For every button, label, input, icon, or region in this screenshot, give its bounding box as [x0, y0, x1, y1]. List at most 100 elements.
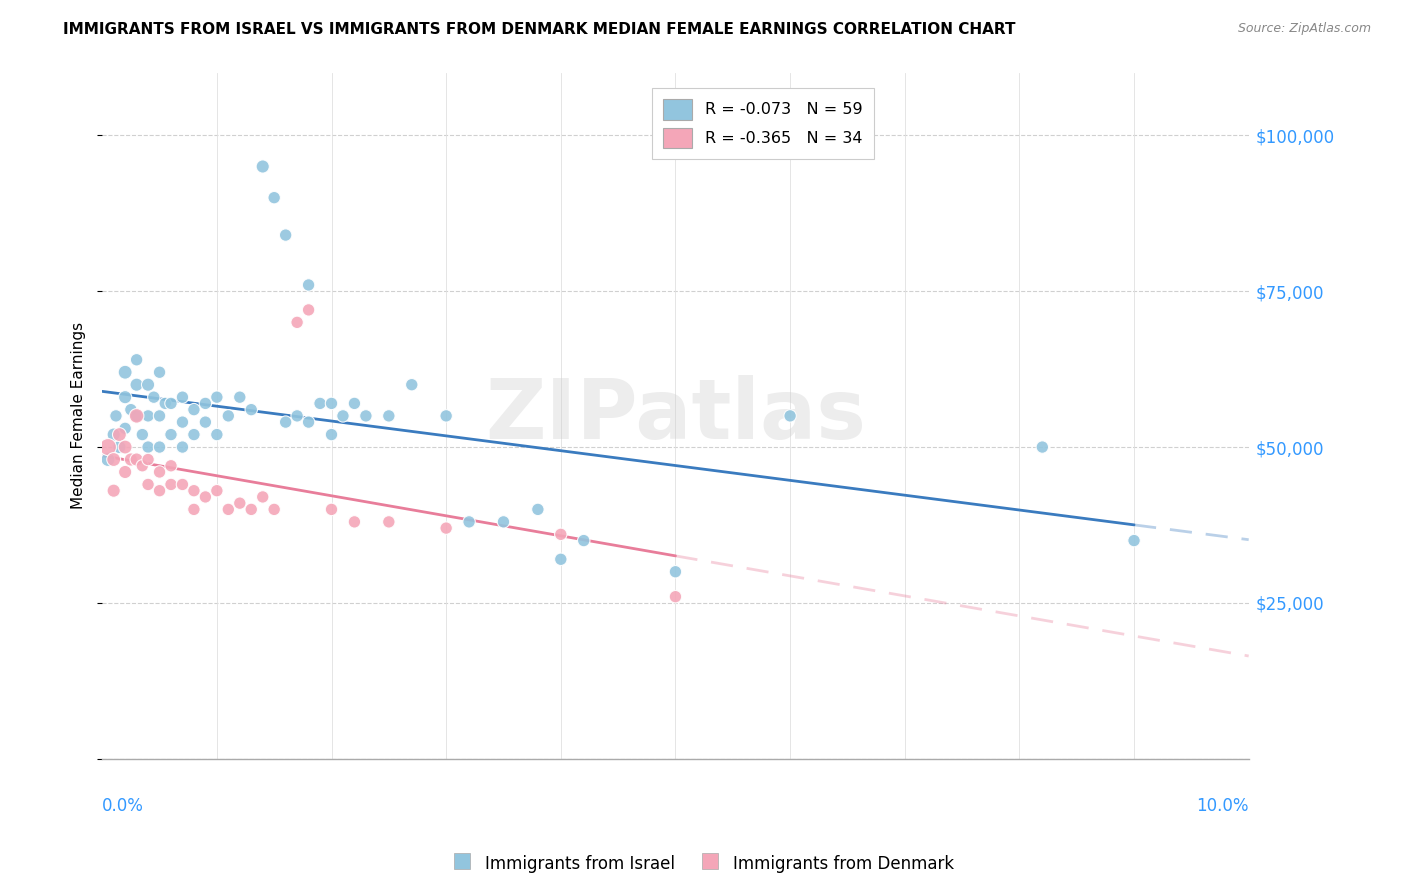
Point	[142, 390, 165, 404]
Point	[492, 515, 515, 529]
Point	[240, 502, 263, 516]
Point	[160, 458, 183, 473]
Point	[664, 590, 686, 604]
Point	[97, 452, 120, 467]
Point	[108, 427, 131, 442]
Point	[160, 477, 183, 491]
Point	[332, 409, 354, 423]
Point	[160, 396, 183, 410]
Point	[550, 527, 572, 541]
Point	[205, 390, 228, 404]
Point	[114, 421, 136, 435]
Point	[252, 160, 274, 174]
Point	[285, 409, 308, 423]
Point	[229, 390, 252, 404]
Point	[458, 515, 481, 529]
Point	[285, 315, 308, 329]
Point	[172, 415, 194, 429]
Point	[148, 365, 170, 379]
Point	[297, 415, 319, 429]
Point	[205, 483, 228, 498]
Point	[194, 490, 217, 504]
Point	[97, 440, 120, 454]
Point	[136, 409, 159, 423]
Legend: Immigrants from Israel, Immigrants from Denmark: Immigrants from Israel, Immigrants from …	[444, 847, 962, 880]
Text: ZIPatlas: ZIPatlas	[485, 376, 866, 457]
Point	[263, 191, 285, 205]
Point	[378, 409, 401, 423]
Point	[114, 365, 136, 379]
Point	[309, 396, 332, 410]
Legend: R = -0.073   N = 59, R = -0.365   N = 34: R = -0.073 N = 59, R = -0.365 N = 34	[652, 87, 875, 159]
Point	[263, 502, 285, 516]
Text: 10.0%: 10.0%	[1197, 797, 1249, 814]
Point	[131, 427, 153, 442]
Point	[103, 483, 125, 498]
Point	[148, 409, 170, 423]
Point	[321, 502, 343, 516]
Point	[434, 521, 457, 535]
Point	[172, 390, 194, 404]
Point	[434, 409, 457, 423]
Point	[550, 552, 572, 566]
Point	[401, 377, 423, 392]
Text: IMMIGRANTS FROM ISRAEL VS IMMIGRANTS FROM DENMARK MEDIAN FEMALE EARNINGS CORRELA: IMMIGRANTS FROM ISRAEL VS IMMIGRANTS FRO…	[63, 22, 1015, 37]
Point	[194, 415, 217, 429]
Point	[217, 502, 239, 516]
Point	[136, 477, 159, 491]
Point	[131, 458, 153, 473]
Point	[1123, 533, 1146, 548]
Point	[125, 409, 148, 423]
Point	[572, 533, 595, 548]
Point	[136, 440, 159, 454]
Point	[125, 409, 148, 423]
Point	[136, 377, 159, 392]
Point	[114, 390, 136, 404]
Point	[148, 465, 170, 479]
Point	[114, 465, 136, 479]
Point	[103, 452, 125, 467]
Point	[321, 427, 343, 442]
Point	[354, 409, 377, 423]
Point	[125, 352, 148, 367]
Point	[148, 483, 170, 498]
Point	[378, 515, 401, 529]
Point	[252, 490, 274, 504]
Point	[229, 496, 252, 510]
Point	[779, 409, 801, 423]
Text: 0.0%: 0.0%	[103, 797, 143, 814]
Point	[205, 427, 228, 442]
Point	[194, 396, 217, 410]
Point	[103, 427, 125, 442]
Point	[114, 440, 136, 454]
Point	[183, 502, 205, 516]
Point	[297, 277, 319, 292]
Point	[274, 415, 297, 429]
Point	[120, 452, 142, 467]
Point	[136, 452, 159, 467]
Point	[155, 396, 177, 410]
Point	[321, 396, 343, 410]
Y-axis label: Median Female Earnings: Median Female Earnings	[72, 322, 86, 509]
Point	[240, 402, 263, 417]
Point	[125, 377, 148, 392]
Point	[183, 402, 205, 417]
Point	[104, 409, 127, 423]
Point	[297, 302, 319, 317]
Point	[183, 483, 205, 498]
Point	[148, 440, 170, 454]
Point	[183, 427, 205, 442]
Point	[172, 440, 194, 454]
Text: Source: ZipAtlas.com: Source: ZipAtlas.com	[1237, 22, 1371, 36]
Point	[343, 515, 366, 529]
Point	[125, 452, 148, 467]
Point	[1031, 440, 1053, 454]
Point	[120, 402, 142, 417]
Point	[343, 396, 366, 410]
Point	[527, 502, 550, 516]
Point	[664, 565, 686, 579]
Point	[172, 477, 194, 491]
Point	[160, 427, 183, 442]
Point	[274, 228, 297, 243]
Point	[108, 440, 131, 454]
